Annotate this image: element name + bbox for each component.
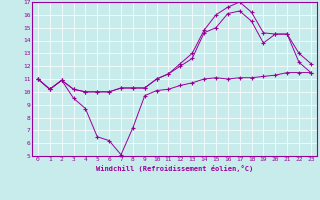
- X-axis label: Windchill (Refroidissement éolien,°C): Windchill (Refroidissement éolien,°C): [96, 165, 253, 172]
